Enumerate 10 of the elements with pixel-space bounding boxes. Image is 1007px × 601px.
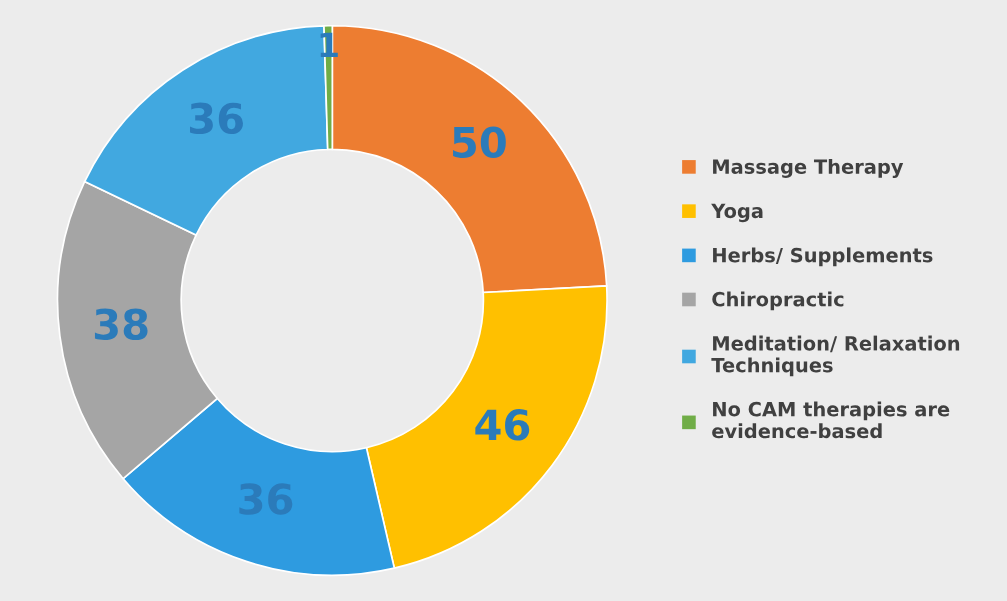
legend-label: Herbs/ Supplements	[713, 247, 933, 267]
legend-label: No CAM therapies are evidence-based	[712, 401, 950, 439]
legend-label: Yoga	[711, 203, 763, 223]
legend-label: Massage Therapy	[713, 158, 904, 178]
legend-label: Chiropractic	[712, 291, 844, 311]
data-label: 1	[320, 32, 338, 57]
legend-label: Meditation/ Relaxation Techniques	[711, 335, 960, 377]
data-label: 46	[475, 409, 530, 441]
data-label: 38	[94, 308, 148, 340]
data-label: 50	[453, 126, 506, 159]
